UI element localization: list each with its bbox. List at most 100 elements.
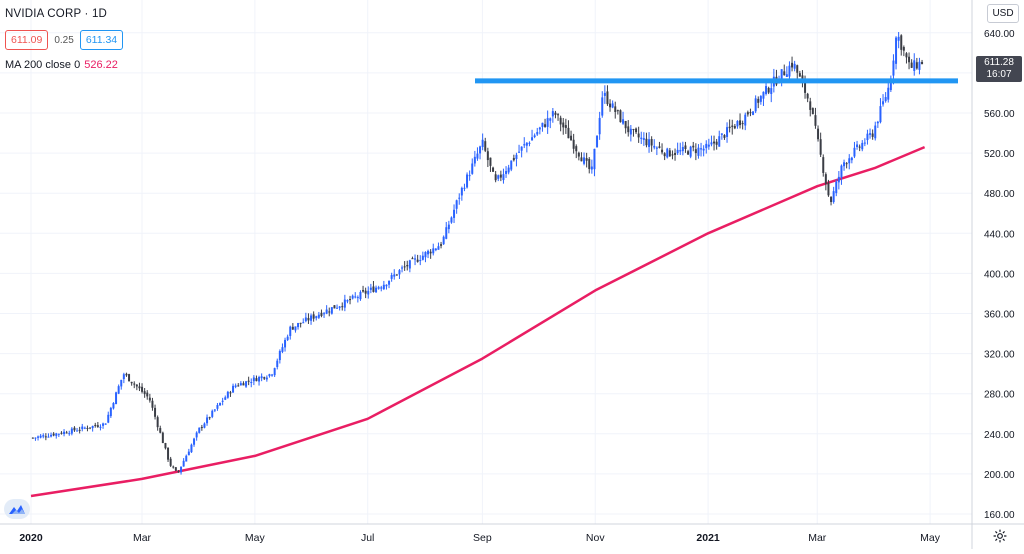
y-tick-label: 520.00	[984, 149, 1015, 160]
candle	[271, 373, 274, 377]
candle-body	[710, 142, 713, 145]
candle-body	[302, 322, 305, 324]
candle	[531, 129, 534, 141]
candle	[302, 318, 305, 324]
candle-body	[271, 374, 274, 376]
candle-body	[393, 274, 396, 277]
candle-body	[850, 157, 853, 161]
candle-body	[819, 139, 822, 155]
candle	[148, 393, 151, 403]
candle-body	[86, 427, 89, 429]
candle-body	[76, 430, 79, 432]
candle	[473, 150, 476, 167]
candle	[918, 57, 921, 75]
candle	[65, 430, 68, 434]
candle	[63, 429, 66, 437]
candle	[133, 381, 136, 389]
candle	[122, 372, 125, 384]
candle	[853, 141, 856, 159]
candle-body	[424, 252, 427, 258]
candle-body	[299, 322, 302, 324]
candle-body	[154, 407, 157, 417]
candle	[89, 427, 92, 430]
candle	[44, 433, 47, 441]
candle-body	[723, 135, 726, 138]
candle	[510, 160, 513, 172]
candle	[284, 337, 287, 352]
candle-body	[471, 163, 474, 174]
candle-body	[635, 128, 638, 133]
candle-body	[187, 451, 190, 456]
symbol-title[interactable]: NVIDIA CORP · 1D	[5, 8, 108, 20]
ma-indicator-label[interactable]: MA 200 close 0	[5, 59, 81, 71]
candle	[702, 145, 705, 157]
candle	[632, 128, 635, 137]
candle-body	[557, 114, 560, 116]
candle	[762, 91, 765, 107]
candle	[141, 383, 144, 394]
candle-body	[117, 386, 120, 394]
candle	[489, 157, 492, 172]
candle	[317, 311, 320, 320]
candle	[349, 295, 352, 305]
bid-price-button[interactable]: 611.09	[5, 30, 49, 50]
candle	[593, 148, 596, 177]
candle-body	[177, 471, 180, 473]
candle-body	[317, 314, 320, 318]
candle-body	[421, 255, 424, 260]
candle-body	[185, 455, 188, 462]
candle	[679, 142, 682, 155]
candle-body	[148, 397, 151, 401]
candle	[908, 52, 911, 70]
candle-body	[216, 405, 219, 409]
candle	[811, 107, 814, 115]
ma-200-line[interactable]	[30, 145, 926, 498]
candle	[754, 95, 757, 114]
candle-body	[468, 175, 471, 177]
y-tick-label: 320.00	[984, 350, 1015, 361]
candle	[362, 285, 365, 293]
candle	[856, 140, 859, 150]
x-tick-label: Jul	[361, 532, 374, 544]
candle	[515, 152, 518, 167]
candle	[265, 375, 268, 382]
candle	[658, 141, 661, 149]
gear-icon[interactable]	[992, 528, 1008, 544]
candle-body	[887, 87, 890, 100]
candle-body	[89, 427, 92, 429]
ask-price-button[interactable]: 611.34	[79, 30, 124, 50]
candle	[307, 313, 310, 324]
candle-body	[429, 251, 432, 254]
candle-body	[208, 417, 211, 419]
candle	[837, 171, 840, 190]
candle-body	[333, 305, 336, 309]
currency-button[interactable]: USD	[987, 4, 1019, 23]
candle	[557, 113, 560, 121]
candle-body	[416, 259, 419, 262]
candle-body	[692, 145, 695, 148]
candle	[585, 152, 588, 168]
candle-body	[68, 433, 71, 435]
candle-body	[206, 417, 209, 424]
x-tick-label: May	[920, 532, 941, 544]
candle	[91, 425, 94, 432]
candle	[650, 136, 653, 152]
candle	[692, 141, 695, 152]
candle	[252, 375, 255, 386]
tradingview-logo-icon[interactable]	[4, 499, 30, 519]
candle	[52, 432, 55, 437]
candle-body	[814, 115, 817, 126]
candle-body	[133, 383, 136, 385]
candle-body	[460, 187, 463, 196]
candle	[255, 375, 258, 382]
x-tick-label: 2021	[696, 532, 720, 544]
candle-body	[109, 407, 112, 417]
candle-body	[640, 137, 643, 139]
candle-body	[268, 374, 271, 377]
candle-body	[359, 292, 362, 300]
y-tick-label: 160.00	[984, 510, 1015, 521]
candle	[42, 433, 45, 439]
candle	[232, 383, 235, 393]
